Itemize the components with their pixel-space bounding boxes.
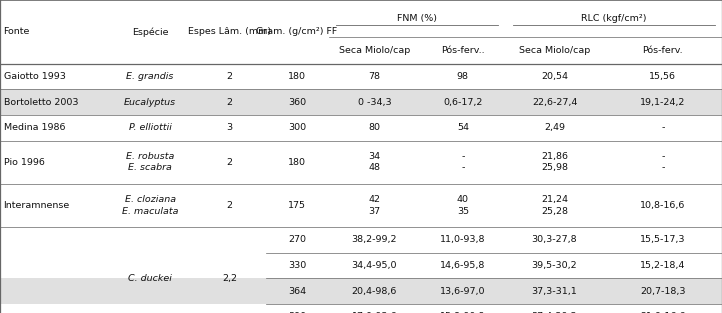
- Text: 21,86
25,98: 21,86 25,98: [541, 152, 568, 172]
- Text: Seca Miolo/cap: Seca Miolo/cap: [519, 46, 590, 55]
- Text: 2,2: 2,2: [222, 274, 237, 283]
- Text: -
-: - -: [461, 152, 464, 172]
- Text: 20,54: 20,54: [541, 72, 568, 81]
- Text: 22,6-27,4: 22,6-27,4: [532, 98, 577, 106]
- Text: 54: 54: [457, 123, 469, 132]
- Text: 0,6-17,2: 0,6-17,2: [443, 98, 482, 106]
- Text: Medina 1986: Medina 1986: [4, 123, 65, 132]
- Text: 39,5-30,2: 39,5-30,2: [531, 261, 578, 270]
- Text: 2: 2: [227, 158, 232, 167]
- Text: 2: 2: [227, 72, 232, 81]
- Text: 13,6-97,0: 13,6-97,0: [440, 287, 486, 295]
- Text: Pio 1996: Pio 1996: [4, 158, 45, 167]
- Text: 20,7-18,3: 20,7-18,3: [640, 287, 686, 295]
- Text: 21,24
25,28: 21,24 25,28: [541, 195, 568, 216]
- Text: Eucalyptus: Eucalyptus: [124, 98, 176, 106]
- Bar: [0, 227, 722, 253]
- Text: RLC (kgf/cm²): RLC (kgf/cm²): [581, 14, 646, 23]
- Text: Interamnense: Interamnense: [4, 201, 70, 210]
- Bar: [0, 141, 722, 184]
- Bar: [0, 253, 722, 278]
- Text: 42
37: 42 37: [368, 195, 380, 216]
- Text: 98: 98: [457, 72, 469, 81]
- Text: Fonte: Fonte: [4, 27, 30, 36]
- Text: 2: 2: [227, 201, 232, 210]
- Text: 34,4-95,0: 34,4-95,0: [352, 261, 397, 270]
- Text: 2: 2: [227, 98, 232, 106]
- Text: 20,4-98,6: 20,4-98,6: [352, 287, 397, 295]
- Text: 37,3-31,1: 37,3-31,1: [531, 287, 578, 295]
- Text: 2,49: 2,49: [544, 123, 565, 132]
- Text: 300: 300: [288, 123, 306, 132]
- Text: 0 -34,3: 0 -34,3: [357, 98, 391, 106]
- Text: 15,8-90,8: 15,8-90,8: [440, 312, 485, 313]
- Text: Gram. (g/cm²) FF: Gram. (g/cm²) FF: [256, 27, 338, 36]
- Text: 10,8-16,6: 10,8-16,6: [640, 201, 685, 210]
- Text: 270: 270: [288, 235, 306, 244]
- Text: Pós-ferv.: Pós-ferv.: [643, 46, 683, 55]
- Text: FNM (%): FNM (%): [397, 14, 437, 23]
- Text: 11,0-93,8: 11,0-93,8: [440, 235, 486, 244]
- Bar: [0, 64, 722, 89]
- Text: 180: 180: [288, 158, 306, 167]
- Text: Pós-ferv..: Pós-ferv..: [441, 46, 484, 55]
- Text: 364: 364: [288, 287, 306, 295]
- Text: 15,5-17,3: 15,5-17,3: [640, 235, 686, 244]
- Text: 21,9-16,6: 21,9-16,6: [640, 312, 685, 313]
- Text: C. duckei: C. duckei: [129, 274, 172, 283]
- Text: 17,0-93,6: 17,0-93,6: [352, 312, 397, 313]
- Text: Seca Miolo/cap: Seca Miolo/cap: [339, 46, 410, 55]
- Bar: [0, 89, 722, 115]
- Text: P. elliottii: P. elliottii: [129, 123, 172, 132]
- Text: 34
48: 34 48: [368, 152, 380, 172]
- Bar: [0, 184, 722, 227]
- Text: 78: 78: [368, 72, 380, 81]
- Text: E. cloziana
E. maculata: E. cloziana E. maculata: [122, 195, 178, 216]
- Text: E. robusta
E. scabra: E. robusta E. scabra: [126, 152, 175, 172]
- Text: Espécie: Espécie: [132, 27, 168, 37]
- Text: 19,1-24,2: 19,1-24,2: [640, 98, 685, 106]
- Text: -: -: [661, 123, 664, 132]
- Text: -
-: - -: [661, 152, 664, 172]
- Text: 40
35: 40 35: [457, 195, 469, 216]
- Bar: [0, 278, 722, 304]
- Text: 175: 175: [288, 201, 306, 210]
- Text: 80: 80: [368, 123, 380, 132]
- Text: 180: 180: [288, 72, 306, 81]
- Text: 15,56: 15,56: [649, 72, 677, 81]
- Text: 37,4-29,3: 37,4-29,3: [531, 312, 578, 313]
- Text: Espes Lâm. (mm): Espes Lâm. (mm): [188, 27, 271, 36]
- Text: 15,2-18,4: 15,2-18,4: [640, 261, 685, 270]
- Text: 14,6-95,8: 14,6-95,8: [440, 261, 485, 270]
- Bar: [0, 304, 722, 313]
- Text: 38,2-99,2: 38,2-99,2: [352, 235, 397, 244]
- Text: 390: 390: [288, 312, 306, 313]
- Text: Bortoletto 2003: Bortoletto 2003: [4, 98, 78, 106]
- Text: Gaiotto 1993: Gaiotto 1993: [4, 72, 66, 81]
- Text: E. grandis: E. grandis: [126, 72, 174, 81]
- Text: 30,3-27,8: 30,3-27,8: [531, 235, 578, 244]
- Text: 360: 360: [288, 98, 306, 106]
- Bar: [0, 0, 722, 64]
- Text: 3: 3: [227, 123, 232, 132]
- Bar: [0, 115, 722, 141]
- Text: 330: 330: [288, 261, 306, 270]
